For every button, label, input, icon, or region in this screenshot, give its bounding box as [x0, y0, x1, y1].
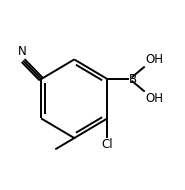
Text: N: N	[18, 45, 27, 58]
Text: OH: OH	[145, 92, 163, 105]
Text: B: B	[129, 73, 137, 86]
Text: Cl: Cl	[102, 138, 113, 151]
Text: OH: OH	[145, 53, 163, 66]
